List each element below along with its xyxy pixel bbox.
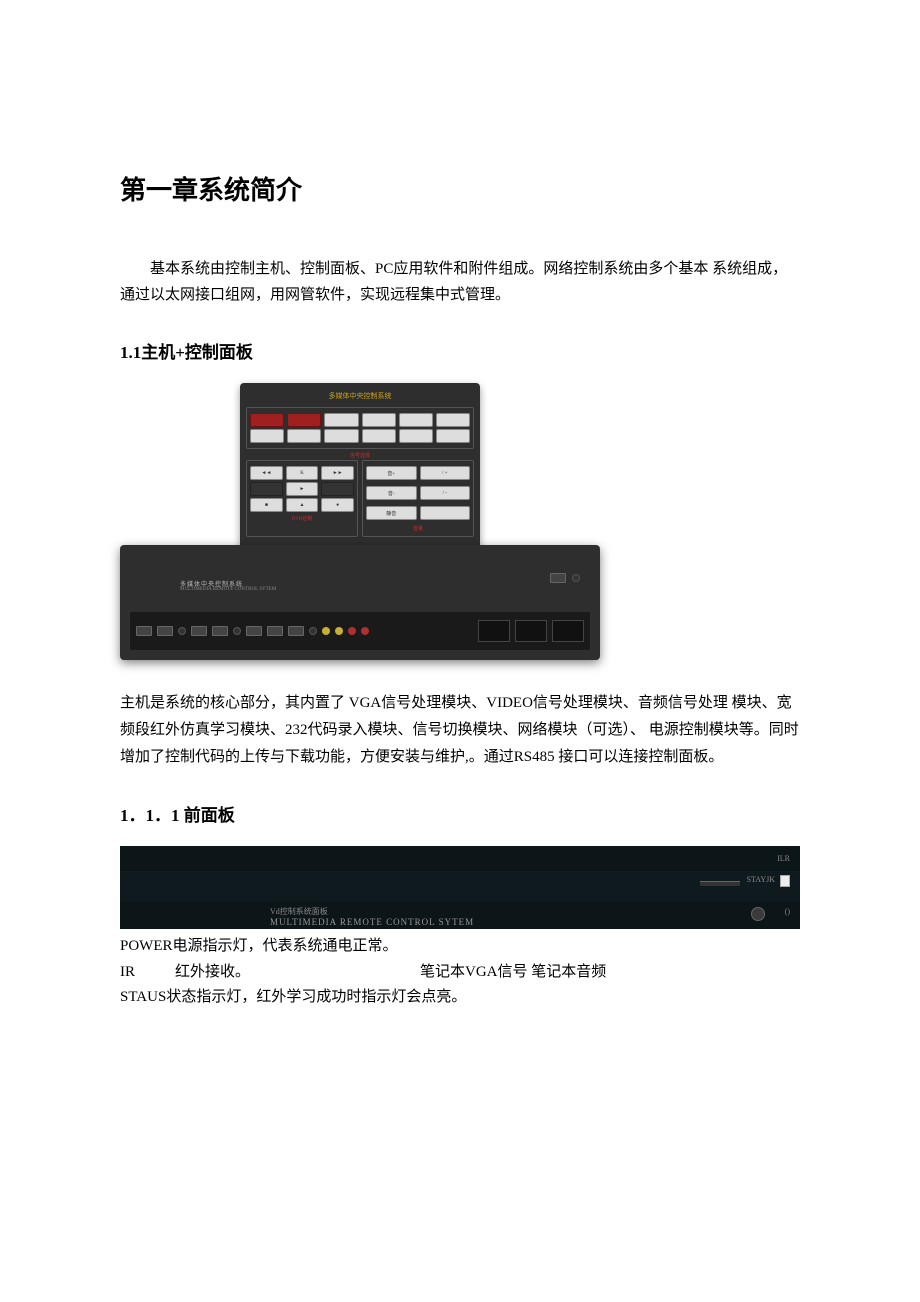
indicator-list: POWER电源指示灯，代表系统通电正常。 IR 红外接收。 笔记本VGA信号 笔… (120, 934, 800, 1011)
port (246, 626, 262, 636)
port-rca (361, 627, 369, 635)
port (233, 627, 241, 635)
power-inlet (552, 620, 584, 642)
port (550, 573, 566, 583)
port (136, 626, 152, 636)
panel-mid-label: 信号选择 (246, 451, 474, 460)
panel-btn: ◄◄ (250, 466, 283, 480)
host-description: 主机是系统的核心部分，其内置了 VGA信号处理模块、VIDEO信号处理模块、音频… (120, 690, 800, 771)
fp-indicator-box (780, 875, 790, 887)
port (212, 626, 228, 636)
fp-round (751, 907, 765, 921)
panel-btn: K (286, 466, 319, 480)
ir-extra-1: 笔记本VGA信号 (420, 960, 528, 986)
panel-sub-label: DVD控制 (250, 514, 354, 523)
section-1-1-heading: 1.1主机+控制面板 (120, 338, 800, 363)
fp-label-ilr: ILR (777, 854, 790, 863)
front-panel-figure: ILR STAYJK Vd控制系统面板 MULTIMEDIA REMOTE CO… (120, 846, 800, 929)
panel-btn: ►► (321, 466, 354, 480)
port-strip (130, 612, 590, 650)
port (191, 626, 207, 636)
panel-btn (287, 413, 321, 427)
device-figure: 多媒体中央控制系统 信号选择 ◄◄K►► ► (120, 383, 600, 660)
panel-sub-label: 音量 (366, 524, 470, 533)
intro-paragraph: 基本系统由控制主机、控制面板、PC应用软件和附件组成。网络控制系统由多个基本 系… (120, 257, 800, 308)
panel-btn: 音+ (366, 466, 417, 480)
panel-btn: ▲ (286, 498, 319, 512)
panel-btn (250, 429, 284, 443)
panel-btn (436, 429, 470, 443)
power-key: POWER (120, 934, 173, 960)
status-desc: 状态指示灯，红外学习成功时指示灯会点亮。 (166, 985, 466, 1011)
panel-btn (324, 429, 358, 443)
panel-btn (321, 482, 354, 496)
panel-btn: ► (286, 482, 319, 496)
ir-desc: 红外接收。 (175, 960, 250, 986)
ir-key: IR (120, 960, 175, 986)
power-desc: 电源指示灯，代表系统通电正常。 (173, 934, 398, 960)
port-rca (335, 627, 343, 635)
panel-btn: 音- (366, 486, 417, 500)
port (572, 574, 580, 582)
panel-btn (399, 429, 433, 443)
panel-btn: / - (420, 486, 471, 500)
port-rca (348, 627, 356, 635)
port (157, 626, 173, 636)
panel-btn (420, 506, 471, 520)
fp-label-stayjk: STAYJK (747, 875, 775, 884)
port-rca (322, 627, 330, 635)
fp-center-cn: Vd控制系统面板 (270, 904, 474, 917)
control-panel-graphic: 多媒体中央控制系统 信号选择 ◄◄K►► ► (240, 383, 480, 553)
power-socket (478, 620, 510, 642)
chapter-title: 第一章系统简介 (120, 170, 800, 207)
host-label-en: MULTIMEDIA REMOTE CONTROL SYTEM (180, 587, 276, 592)
panel-title: 多媒体中央控制系统 (246, 389, 474, 405)
panel-btn (436, 413, 470, 427)
panel-btn: ● (321, 498, 354, 512)
panel-btn (324, 413, 358, 427)
panel-bottom-section: ◄◄K►► ► ■▲● DVD控制 音+/ + 音-/ - 静音 音量 (246, 460, 474, 537)
port (178, 627, 186, 635)
host-box-graphic: 多媒体中央控制系统 MULTIMEDIA REMOTE CONTROL SYTE… (120, 545, 600, 660)
power-socket (515, 620, 547, 642)
port (267, 626, 283, 636)
port (288, 626, 304, 636)
panel-btn (250, 482, 283, 496)
fp-center-en: MULTIMEDIA REMOTE CONTROL SYTEM (270, 917, 474, 927)
port (309, 627, 317, 635)
panel-btn (362, 429, 396, 443)
fp-label-paren: () (785, 907, 790, 916)
fp-slot (700, 881, 740, 886)
panel-btn: ■ (250, 498, 283, 512)
panel-top-section (246, 407, 474, 449)
panel-btn (250, 413, 284, 427)
panel-btn: / + (420, 466, 471, 480)
status-key: STAUS (120, 985, 166, 1011)
panel-btn (287, 429, 321, 443)
panel-btn: 静音 (366, 506, 417, 520)
ir-extra-2: 笔记本音频 (531, 960, 606, 986)
section-1-1-1-heading: 1．1．1 前面板 (120, 801, 800, 826)
panel-btn (399, 413, 433, 427)
panel-btn (362, 413, 396, 427)
